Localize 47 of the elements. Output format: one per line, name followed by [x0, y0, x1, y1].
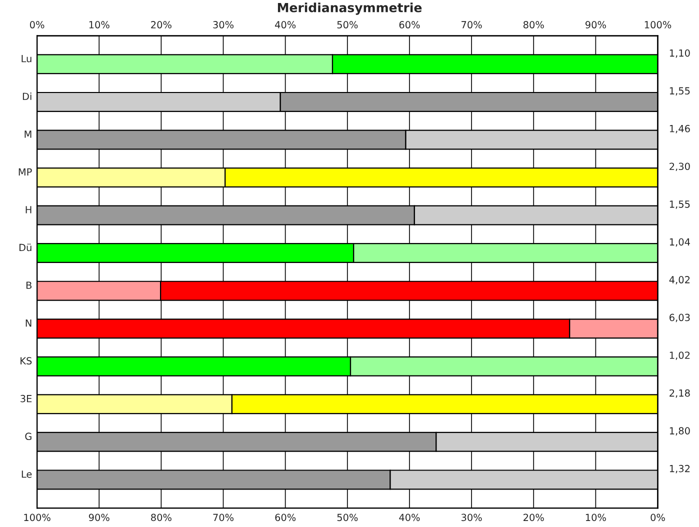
y-tick-label: Dü: [19, 244, 32, 252]
x2-tick-label: 20%: [151, 21, 172, 28]
x-tick-label: 70%: [213, 514, 234, 522]
text: 1,55: [670, 87, 690, 96]
text: 2,30: [670, 162, 690, 172]
x2-tick-label: 10%: [89, 21, 110, 28]
y-tick-label: MP: [18, 168, 32, 176]
y-tick-label: G: [25, 432, 32, 440]
x-tick-label: 40%: [399, 514, 420, 522]
x2-tick-label: 70%: [462, 21, 482, 28]
x2-tick-label: 90%: [585, 21, 606, 28]
y-tick-label: 3E: [20, 394, 32, 402]
y-tick-label: Le: [22, 470, 32, 478]
text: 1,10: [670, 49, 690, 58]
x-tick-label: 100%: [24, 514, 50, 522]
y-tick-label: M: [24, 130, 32, 138]
x-tick-label: 10%: [586, 514, 606, 522]
text: 6,03: [670, 314, 690, 322]
chart-title: Meridianasymmetrie: [278, 2, 422, 15]
x2-tick-label: 60%: [399, 21, 420, 28]
text: 1,02: [670, 352, 690, 360]
y-tick-label: Di: [22, 92, 32, 100]
x-tick-label: 80%: [151, 514, 172, 522]
x-tick-label: 60%: [275, 514, 296, 522]
x-tick-label: 50%: [337, 514, 358, 522]
text: 1,04: [670, 238, 690, 247]
text: 1,32: [670, 464, 690, 474]
x2-tick-label: 30%: [213, 21, 234, 28]
text: 4,02: [669, 276, 690, 284]
x2-tick-label: 80%: [523, 21, 544, 28]
x-tick-label: 0%: [650, 514, 665, 522]
y-tick-label: N: [26, 319, 32, 327]
y-tick-label: KS: [20, 357, 32, 364]
x2-tick-label: 50%: [337, 21, 358, 28]
x2-tick-label: 100%: [644, 21, 672, 28]
text: 1,46: [670, 124, 690, 134]
x2-tick-label: 40%: [275, 21, 296, 28]
text: 1,55: [670, 200, 690, 209]
x-tick-label: 30%: [461, 514, 482, 522]
text: 1,80: [670, 427, 690, 436]
x-tick-label: 20%: [524, 514, 544, 522]
y-tick-label: B: [26, 282, 32, 289]
x-tick-label: 90%: [88, 514, 110, 522]
y-tick-label: H: [26, 206, 32, 214]
text: 2,18: [670, 389, 690, 398]
y-tick-label: Lu: [22, 55, 32, 62]
x2-tick-label: 0%: [30, 21, 44, 28]
